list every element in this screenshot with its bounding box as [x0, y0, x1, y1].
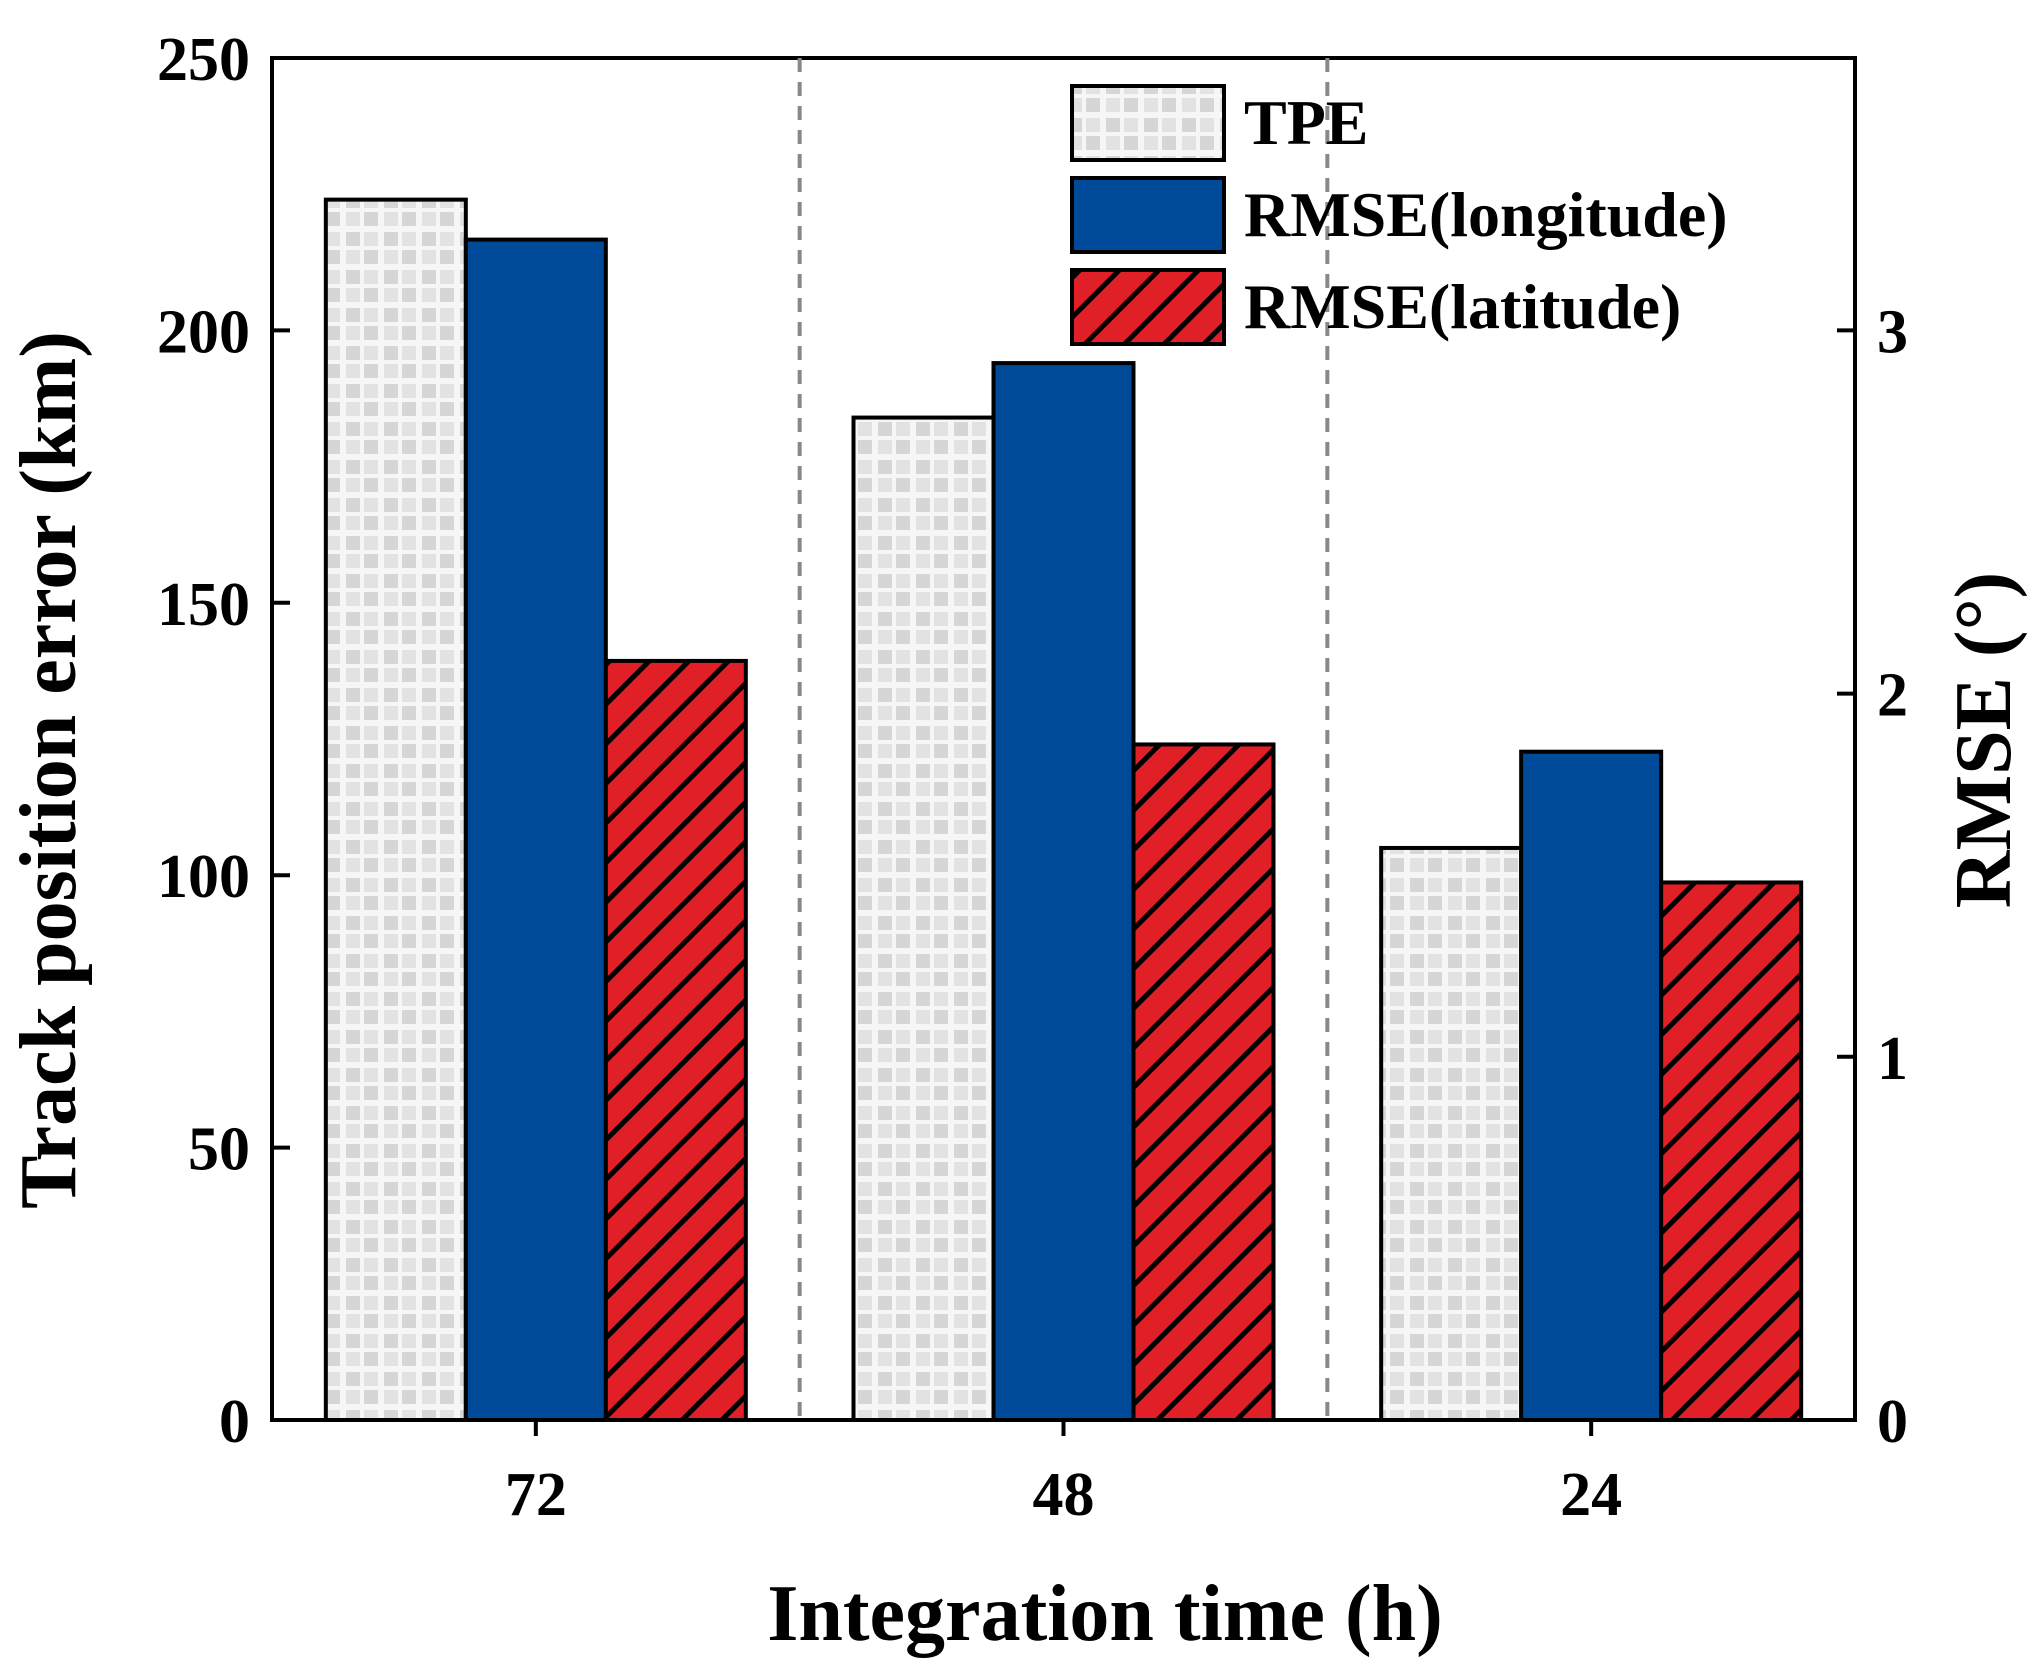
legend-swatch-rmse-longitude: [1070, 176, 1226, 254]
y2-tick-label: 1: [1877, 1025, 1908, 1093]
bar-tpe-72: [323, 197, 468, 1423]
legend: TPE RMSE(longitude) RMSE(latitude): [1070, 84, 1728, 346]
y-axis-title: Track position error (km): [5, 331, 93, 1209]
bar-tpe-48: [851, 415, 996, 1422]
legend-swatch-tpe: [1070, 84, 1226, 162]
x-tick-label: 48: [1033, 1461, 1095, 1529]
y2-tick-label: 2: [1877, 662, 1908, 730]
bar-rmse-latitude-48: [1131, 742, 1276, 1422]
bar-rmse-longitude-24: [1519, 749, 1664, 1422]
y2-axis-title: RMSE (°): [1940, 572, 2028, 908]
y2-tick-label: 3: [1877, 298, 1908, 366]
legend-label-rmse-latitude: RMSE(latitude): [1244, 271, 1681, 342]
x-tick-label: 24: [1560, 1461, 1622, 1529]
y-tick-label: 100: [157, 843, 250, 911]
bars: [323, 197, 1804, 1423]
bar-rmse-latitude-72: [603, 658, 748, 1422]
group-separators: [797, 58, 1330, 1420]
bar-rmse-latitude-24: [1659, 880, 1804, 1422]
bar-rmse-longitude-72: [463, 237, 608, 1423]
legend-swatch-rmse-latitude: [1070, 268, 1226, 346]
x-axis-title: Integration time (h): [767, 1570, 1442, 1658]
y-tick-label: 150: [157, 571, 250, 639]
y-tick-label: 0: [219, 1388, 250, 1456]
x-axis: 72 48 24: [505, 1420, 1622, 1529]
bar-rmse-longitude-48: [991, 361, 1136, 1422]
y2-tick-label: 0: [1877, 1388, 1908, 1456]
x-tick-label: 72: [505, 1461, 567, 1529]
left-axis: 0 50 100 150 200 250: [157, 26, 290, 1456]
legend-label-rmse-longitude: RMSE(longitude): [1244, 179, 1728, 250]
legend-label-tpe: TPE: [1244, 87, 1368, 158]
y-tick-label: 200: [157, 298, 250, 366]
y-tick-label: 50: [188, 1116, 250, 1184]
y-tick-label: 250: [157, 26, 250, 94]
right-axis: 0 1 2 3: [1837, 298, 1908, 1456]
bar-tpe-24: [1379, 845, 1524, 1422]
